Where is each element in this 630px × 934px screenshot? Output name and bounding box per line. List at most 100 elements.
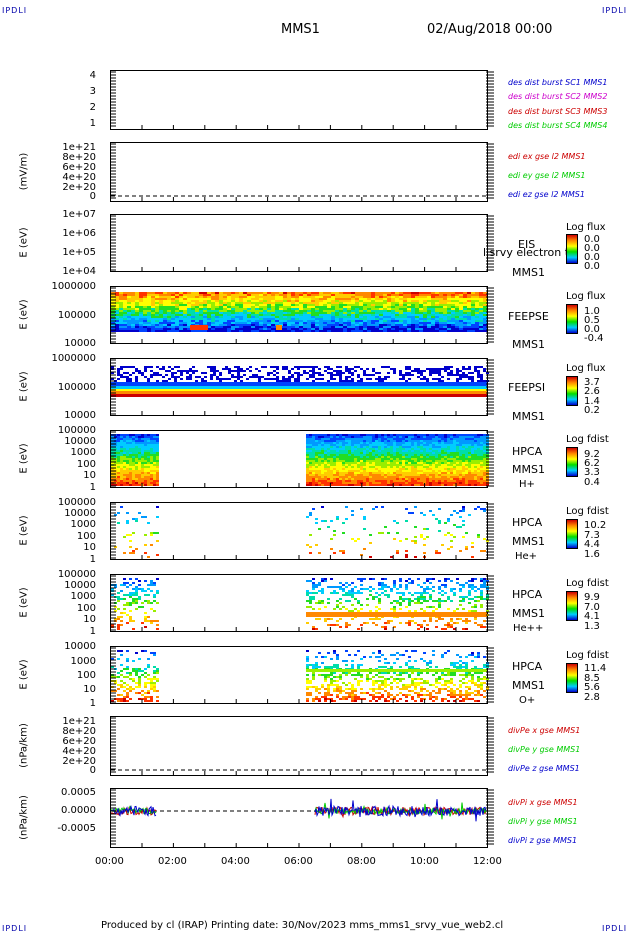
feepse-cell [183,322,187,324]
feepse-cell [319,308,323,310]
feepse-cell [139,304,143,306]
hpca-h-cell [345,464,348,466]
hpca-h-cell [423,454,426,456]
hpca-h-cell [387,484,390,486]
feepse-cell [439,316,443,318]
hpca-h-cell [474,448,477,450]
feepsi-dot [441,376,444,378]
hpca-h-cell [348,456,351,458]
feepse-cell [207,296,211,298]
hpca-h-cell [309,448,312,450]
hpca-h-cell [129,444,132,446]
feepse-cell [339,306,343,308]
hpca-h-cell [123,466,126,468]
hpca-h-cell [348,434,351,436]
hpca-h-cell [129,472,132,474]
hpca-h-cell [456,436,459,438]
hpca-h-cell [456,476,459,478]
feepsi-dot [477,374,480,376]
hpca-h-cell [444,478,447,480]
hpca-h-cell [372,450,375,452]
hpca-h-cell [351,464,354,466]
feepse-cell [327,318,331,320]
feepse-cell [223,304,227,306]
feepse-cell [183,320,187,322]
feepse-cell [367,326,371,328]
feepsi-band [111,386,487,389]
hpca-h-cell [450,450,453,452]
hpca-h-cell [120,460,123,462]
feepse-cell [435,296,439,298]
hpca-he-cell [132,550,135,552]
hpca-h-cell [312,448,315,450]
feepse-cell [139,300,143,302]
feepse-cell [451,292,455,294]
hpca-hepp-cell [411,582,414,584]
feepse-cell [207,314,211,316]
feepse-cell [387,296,391,298]
hpca-h-cell [339,438,342,440]
hpca-h-cell [459,460,462,462]
hpca-h-cell [306,470,309,472]
feepse-cell [295,314,299,316]
feepse-cell [435,308,439,310]
feepse-cell [367,330,371,332]
feepsi-dot [393,370,396,372]
feepse-cell [127,292,131,294]
feepse-cell [239,304,243,306]
hpca-hepp-cell [378,588,381,590]
hpca-h-cell [360,454,363,456]
hpca-h-cell [348,468,351,470]
feepse-cell [347,294,351,296]
feepse-cell [171,314,175,316]
hpca-h-cell [354,468,357,470]
feepsi-dot [402,374,405,376]
feepse-cell [339,292,343,294]
feepse-cell [447,306,451,308]
feepse-cell [291,304,295,306]
hpca-h-cell [135,446,138,448]
feepse-cell [439,328,443,330]
feepse-cell [271,296,275,298]
hpca-h-cell [411,470,414,472]
hpca-hepp-cell [330,618,333,620]
feepse-cell [411,320,415,322]
hpca-hepp-cell [411,580,414,582]
hpca-h-cell [423,474,426,476]
hpca-h-cell [330,440,333,442]
hpca-hepp-cell [381,586,384,588]
feepsi-dot [480,366,483,368]
hpca-h-cell [462,436,465,438]
feepse-cell [143,294,147,296]
hpca-hepp-cell [423,610,426,612]
hpca-h-cell [426,438,429,440]
hpca-h-cell [138,454,141,456]
feepsi-dot [444,370,447,372]
feepse-cell [207,304,211,306]
hpca-h-cell [408,470,411,472]
hpca-h-cell [363,458,366,460]
feepse-cell [179,328,183,330]
feepsi-dot [435,372,438,374]
hpca-h-cell [126,462,129,464]
feepse-cell [423,294,427,296]
hpca-h-cell [324,476,327,478]
hpca-h-cell [414,448,417,450]
hpca-h-cell [477,434,480,436]
hpca-h-cell [126,440,129,442]
hpca-h-cell [441,448,444,450]
hpca-hepp-cell [123,584,126,586]
feepse-cell [359,310,363,312]
feepse-cell [367,304,371,306]
feepse-cell [175,314,179,316]
hpca-h-cell [354,454,357,456]
hpca-h-cell [339,452,342,454]
hpca-h-cell [459,482,462,484]
hpca-h-cell [339,446,342,448]
feepse-cell [403,308,407,310]
feepse-cell [391,330,395,332]
feepse-cell [363,326,367,328]
feepse-cell [151,306,155,308]
hpca-h-cell [417,436,420,438]
hpca-h-cell [129,462,132,464]
